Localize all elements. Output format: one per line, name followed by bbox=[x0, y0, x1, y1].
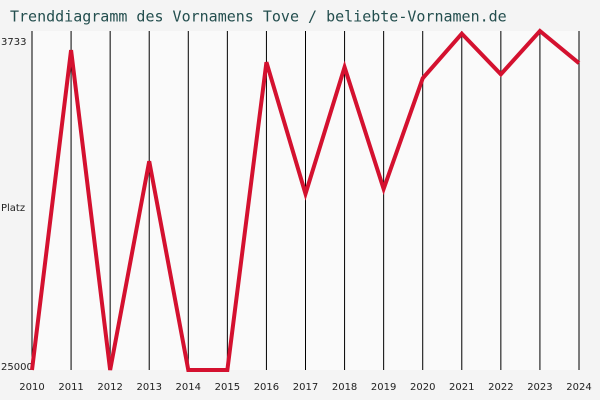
chart-title: Trenddiagramm des Vornamens Tove / belie… bbox=[10, 8, 507, 26]
x-tick-label: 2024 bbox=[566, 382, 591, 393]
x-tick-label: 2015 bbox=[215, 382, 240, 393]
x-tick-label: 2017 bbox=[293, 382, 318, 393]
x-tick-label: 2023 bbox=[527, 382, 552, 393]
x-tick-label: 2012 bbox=[97, 382, 122, 393]
x-tick-label: 2020 bbox=[410, 382, 435, 393]
x-tick-label: 2018 bbox=[332, 382, 357, 393]
x-tick-label: 2013 bbox=[136, 382, 161, 393]
y-axis-label: Platz bbox=[1, 203, 25, 214]
x-tick-label: 2021 bbox=[449, 382, 474, 393]
line bbox=[30, 28, 581, 372]
x-tick-label: 2011 bbox=[58, 382, 83, 393]
x-tick-label: 2019 bbox=[371, 382, 396, 393]
x-tick-label: 2022 bbox=[488, 382, 513, 393]
x-tick-label: 2010 bbox=[19, 382, 44, 393]
x-tick-label: 2014 bbox=[176, 382, 201, 393]
y-tick-label: 25000 bbox=[1, 362, 33, 373]
x-tick-label: 2016 bbox=[254, 382, 279, 393]
y-tick-label: 3733 bbox=[1, 37, 26, 48]
